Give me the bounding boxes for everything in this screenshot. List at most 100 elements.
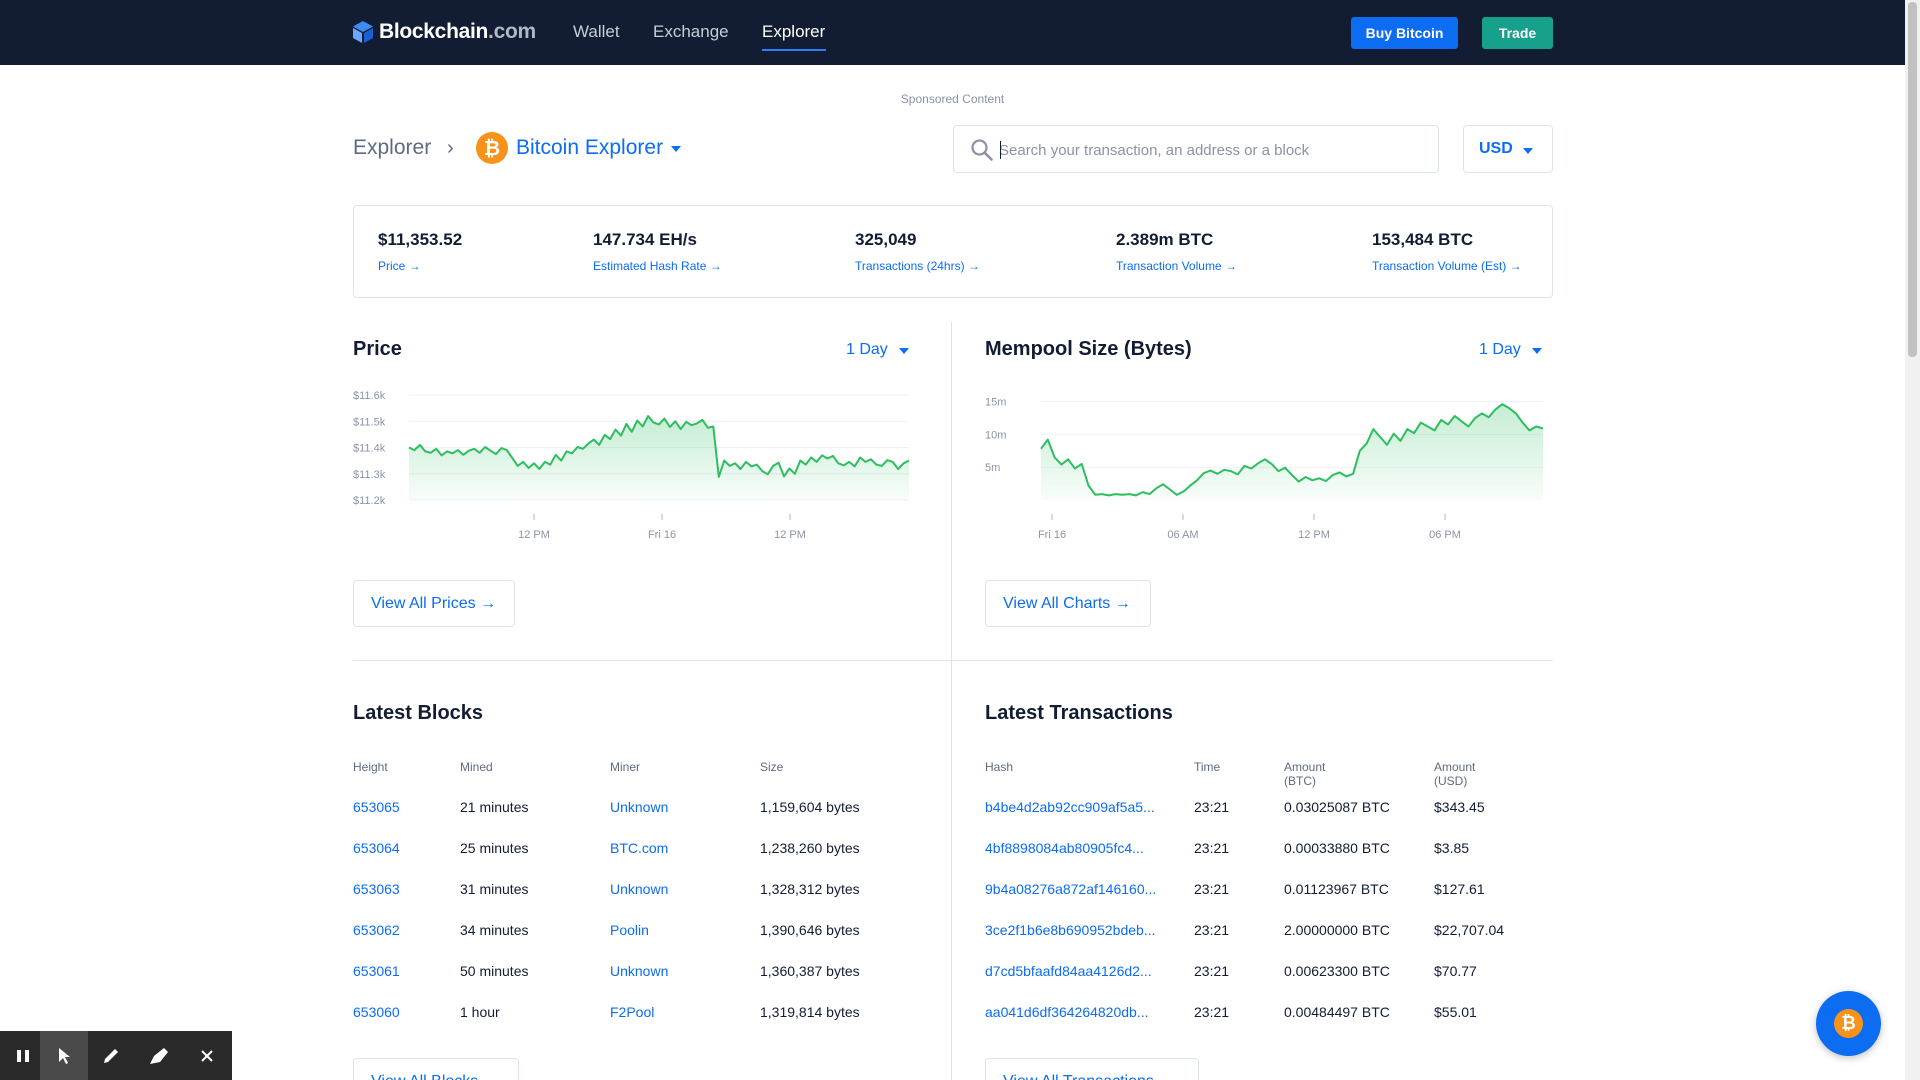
bitcoin-coin-icon: ₿ bbox=[476, 132, 508, 164]
nav-wallet-link[interactable]: Wallet bbox=[573, 22, 620, 41]
block-cell[interactable]: 653062 bbox=[353, 922, 400, 938]
mempool-x-tick-label: 06 AM bbox=[1167, 529, 1198, 541]
currency-select[interactable]: USD bbox=[1463, 125, 1553, 173]
tx-cell[interactable]: aa041d6df364264820db... bbox=[985, 1004, 1149, 1020]
currency-value: USD bbox=[1479, 140, 1513, 157]
caret-down-icon[interactable] bbox=[899, 348, 909, 354]
tx-column-header: Amount (USD) bbox=[1434, 760, 1476, 788]
price-range-select[interactable]: 1 Day bbox=[846, 341, 888, 358]
stat-price[interactable]: $11,353.52 Price → bbox=[378, 230, 462, 273]
block-cell[interactable]: Poolin bbox=[610, 922, 649, 938]
pause-icon[interactable] bbox=[0, 1031, 46, 1080]
nav-explorer-link[interactable]: Explorer bbox=[762, 22, 826, 41]
stat-link[interactable]: Transaction Volume (Est) → bbox=[1372, 259, 1522, 273]
caret-down-icon[interactable] bbox=[671, 146, 681, 152]
price-y-tick-label: $11.2k bbox=[353, 495, 386, 507]
stat-value: 325,049 bbox=[855, 230, 917, 249]
blockchain-logo-icon bbox=[353, 21, 373, 43]
tx-column-header: Hash bbox=[985, 760, 1014, 774]
block-cell[interactable]: Unknown bbox=[610, 963, 669, 979]
tx-cell: 0.00623300 BTC bbox=[1284, 963, 1390, 979]
mempool-x-tick-label: 06 PM bbox=[1429, 529, 1461, 541]
block-cell[interactable]: BTC.com bbox=[610, 840, 669, 856]
pen-icon[interactable] bbox=[88, 1031, 134, 1080]
stat-value: 147.734 EH/s bbox=[593, 230, 697, 249]
stats-bar: $11,353.52 Price → 147.734 EH/s Estimate… bbox=[353, 205, 1553, 298]
block-cell: 1,390,646 bytes bbox=[760, 922, 860, 938]
block-cell[interactable]: Unknown bbox=[610, 799, 669, 815]
block-cell: 1,328,312 bytes bbox=[760, 881, 860, 897]
mempool-chart-title: Mempool Size (Bytes) bbox=[985, 338, 1192, 360]
search-input[interactable] bbox=[999, 138, 1419, 162]
block-cell[interactable]: 653061 bbox=[353, 963, 400, 979]
mempool-y-tick-label: 15m bbox=[985, 397, 1006, 409]
block-cell[interactable]: 653064 bbox=[353, 840, 400, 856]
block-cell[interactable]: F2Pool bbox=[610, 1004, 655, 1020]
block-cell[interactable]: Unknown bbox=[610, 881, 669, 897]
trade-button[interactable]: Trade bbox=[1482, 17, 1553, 49]
tx-cell[interactable]: 3ce2f1b6e8b690952bdeb... bbox=[985, 922, 1156, 938]
mempool-x-tick-label: 12 PM bbox=[1298, 529, 1330, 541]
block-cell: 1 hour bbox=[460, 1004, 500, 1020]
buy-bitcoin-button[interactable]: Buy Bitcoin bbox=[1351, 17, 1458, 49]
mempool-y-tick-label: 10m bbox=[985, 429, 1006, 441]
stat-link[interactable]: Transactions (24hrs) → bbox=[855, 259, 980, 273]
price-chart-title: Price bbox=[353, 338, 402, 360]
mempool-area-fill bbox=[1041, 404, 1543, 500]
annotation-toolbar bbox=[0, 1031, 232, 1080]
bitcoin-coin-icon: ₿ bbox=[1834, 1009, 1863, 1038]
price-chart[interactable]: $11.6k $11.5k $11.4k $11.3k $11.2k 12 PM Fri 1… bbox=[353, 385, 913, 550]
block-cell[interactable]: 653060 bbox=[353, 1004, 400, 1020]
block-cell[interactable]: 653063 bbox=[353, 881, 400, 897]
stat-link[interactable]: Price → bbox=[378, 259, 421, 273]
tx-cell: 0.01123967 BTC bbox=[1284, 881, 1389, 897]
tx-cell: $343.45 bbox=[1434, 799, 1485, 815]
tx-cell[interactable]: 4bf8898084ab80905fc4... bbox=[985, 840, 1144, 856]
tx-cell: 23:21 bbox=[1194, 840, 1230, 856]
stat-value: 2.389m BTC bbox=[1116, 230, 1214, 249]
view-all-transactions-button[interactable]: View All Transactions → bbox=[985, 1058, 1199, 1080]
tx-cell[interactable]: b4be4d2ab92cc909af5a5... bbox=[985, 799, 1155, 815]
stat-link[interactable]: Estimated Hash Rate → bbox=[593, 259, 722, 273]
cursor-icon[interactable] bbox=[40, 1031, 88, 1080]
latest-transactions-title: Latest Transactions bbox=[985, 702, 1173, 724]
block-cell[interactable]: 653065 bbox=[353, 799, 400, 815]
top-nav: Blockchain.com Wallet Exchange Explorer … bbox=[0, 0, 1905, 65]
stat-value: $11,353.52 bbox=[378, 230, 463, 249]
tx-cell: $55.01 bbox=[1434, 1004, 1477, 1020]
bitcoin-explorer-dropdown[interactable]: Bitcoin Explorer bbox=[516, 136, 664, 159]
mempool-y-tick-label: 5m bbox=[985, 462, 1000, 474]
tx-cell: 23:21 bbox=[1194, 963, 1230, 979]
breadcrumb-explorer-link[interactable]: Explorer bbox=[353, 136, 432, 159]
tx-cell[interactable]: d7cd5bfaafd84aa4126d2... bbox=[985, 963, 1152, 979]
tx-cell[interactable]: 9b4a08276a872af146160... bbox=[985, 881, 1157, 897]
price-x-tick-label: 12 PM bbox=[774, 529, 806, 541]
view-all-blocks-button[interactable]: View All Blocks → bbox=[353, 1058, 519, 1080]
stat-hash-rate[interactable]: 147.734 EH/s Estimated Hash Rate → bbox=[593, 230, 722, 273]
bitcoin-fab-button[interactable]: ₿ bbox=[1816, 991, 1881, 1056]
view-all-charts-button[interactable]: View All Charts → bbox=[985, 580, 1151, 627]
stat-transaction-volume[interactable]: 2.389m BTC Transaction Volume → bbox=[1116, 230, 1237, 273]
price-x-tick-label: Fri 16 bbox=[648, 529, 676, 541]
tx-column-header: Time bbox=[1194, 760, 1221, 774]
block-cell: 1,159,604 bytes bbox=[760, 799, 860, 815]
mempool-chart[interactable]: 15m 10m 5m Fri 16 06 AM 12 PM 06 PM bbox=[985, 385, 1545, 550]
page-scrollbar-thumb[interactable] bbox=[1908, 2, 1917, 357]
mempool-x-tick-label: Fri 16 bbox=[1038, 529, 1066, 541]
price-series-line[interactable] bbox=[408, 415, 910, 478]
tx-cell: 23:21 bbox=[1194, 881, 1230, 897]
search-box[interactable] bbox=[953, 125, 1439, 173]
caret-down-icon[interactable] bbox=[1532, 348, 1542, 354]
stat-transaction-volume-est[interactable]: 153,484 BTC Transaction Volume (Est) → bbox=[1372, 230, 1522, 273]
price-y-tick-label: $11.3k bbox=[353, 469, 386, 481]
section-divider bbox=[353, 660, 1553, 661]
blockchain-logo[interactable]: Blockchain.com bbox=[353, 18, 536, 46]
stat-link[interactable]: Transaction Volume → bbox=[1116, 259, 1237, 273]
stat-transactions[interactable]: 325,049 Transactions (24hrs) → bbox=[855, 230, 980, 273]
view-all-prices-button[interactable]: View All Prices → bbox=[353, 580, 515, 627]
mempool-series-line[interactable] bbox=[1040, 403, 1544, 497]
nav-exchange-link[interactable]: Exchange bbox=[653, 22, 729, 41]
mempool-range-select[interactable]: 1 Day bbox=[1479, 341, 1521, 358]
close-icon[interactable] bbox=[184, 1031, 230, 1080]
highlighter-icon[interactable] bbox=[136, 1031, 182, 1080]
